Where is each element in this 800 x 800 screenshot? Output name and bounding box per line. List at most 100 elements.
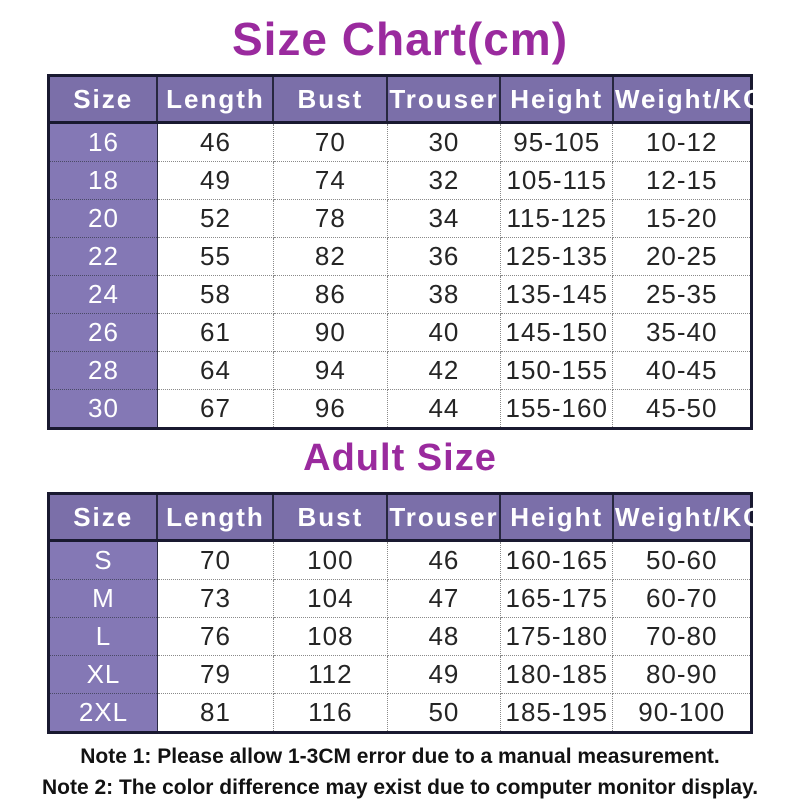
data-cell: 30 xyxy=(386,122,501,162)
data-cell: 95-105 xyxy=(499,122,614,162)
data-cell: 155-160 xyxy=(499,389,614,429)
table-row: 24 58 86 38 135-145 25-35 xyxy=(48,275,752,314)
table-row: L 76 108 48 175-180 70-80 xyxy=(48,617,752,656)
column-header: Weight/KG xyxy=(611,74,763,124)
data-cell: 45-50 xyxy=(612,389,752,429)
data-cell: 70 xyxy=(156,540,274,580)
data-cell: 47 xyxy=(386,579,501,618)
data-cell: 67 xyxy=(156,389,274,429)
data-cell: 90-100 xyxy=(612,693,752,733)
kids-size-table: Size Length Bust Trouser Height Weight/KG 16 4… xyxy=(47,74,763,430)
column-header: Trouser xyxy=(386,74,502,124)
data-cell: 60-70 xyxy=(612,579,752,618)
column-header: Length xyxy=(156,74,275,124)
data-cell: 100 xyxy=(272,540,388,580)
table-row: S 70 100 46 160-165 50-60 xyxy=(48,540,752,580)
data-cell: 25-35 xyxy=(612,275,752,314)
column-header: Height xyxy=(499,74,614,124)
note-1: Note 1: Please allow 1-3CM error due to … xyxy=(80,745,720,768)
table-row: 30 67 96 44 155-160 45-50 xyxy=(48,389,752,429)
data-cell: 116 xyxy=(272,693,388,733)
data-cell: 185-195 xyxy=(499,693,614,733)
data-cell: 32 xyxy=(386,161,501,200)
data-cell: 73 xyxy=(156,579,274,618)
data-cell: 104 xyxy=(272,579,388,618)
data-cell: 46 xyxy=(156,122,274,162)
table-row: 28 64 94 42 150-155 40-45 xyxy=(48,351,752,390)
size-cell: 24 xyxy=(48,275,158,314)
data-cell: 36 xyxy=(386,237,501,276)
data-cell: 160-165 xyxy=(499,540,614,580)
column-header: Size xyxy=(47,492,159,542)
header-row: Size Length Bust Trouser Height Weight/KG xyxy=(47,492,763,542)
data-cell: 12-15 xyxy=(612,161,752,200)
data-cell: 50-60 xyxy=(612,540,752,580)
data-cell: 61 xyxy=(156,313,274,352)
data-cell: 105-115 xyxy=(499,161,614,200)
adult-table-header: Size Length Bust Trouser Height Weight/KG xyxy=(47,492,763,542)
data-cell: 94 xyxy=(272,351,388,390)
data-cell: 49 xyxy=(156,161,274,200)
kids-table-body: 16 46 70 30 95-105 10-12 18 49 74 32 105-115 12-15 2… xyxy=(48,122,752,429)
data-cell: 15-20 xyxy=(612,199,752,238)
data-cell: 115-125 xyxy=(499,199,614,238)
table-row: 18 49 74 32 105-115 12-15 xyxy=(48,161,752,200)
header-row: Size Length Bust Trouser Height Weight/KG xyxy=(47,74,763,124)
size-cell: 18 xyxy=(48,161,158,200)
size-cell: 26 xyxy=(48,313,158,352)
size-cell: L xyxy=(48,617,158,656)
column-header: Length xyxy=(156,492,275,542)
size-cell: 30 xyxy=(48,389,158,429)
data-cell: 20-25 xyxy=(612,237,752,276)
data-cell: 76 xyxy=(156,617,274,656)
table-row: 22 55 82 36 125-135 20-25 xyxy=(48,237,752,276)
size-cell: S xyxy=(48,540,158,580)
data-cell: 81 xyxy=(156,693,274,733)
data-cell: 82 xyxy=(272,237,388,276)
size-cell: M xyxy=(48,579,158,618)
table-row: 26 61 90 40 145-150 35-40 xyxy=(48,313,752,352)
size-cell: 22 xyxy=(48,237,158,276)
data-cell: 38 xyxy=(386,275,501,314)
table-row: 16 46 70 30 95-105 10-12 xyxy=(48,122,752,162)
column-header: Weight/KG xyxy=(611,492,763,542)
size-cell: 28 xyxy=(48,351,158,390)
column-header: Bust xyxy=(272,492,389,542)
data-cell: 34 xyxy=(386,199,501,238)
data-cell: 135-145 xyxy=(499,275,614,314)
data-cell: 58 xyxy=(156,275,274,314)
data-cell: 90 xyxy=(272,313,388,352)
data-cell: 165-175 xyxy=(499,579,614,618)
table-row: XL 79 112 49 180-185 80-90 xyxy=(48,655,752,694)
column-header: Bust xyxy=(272,74,389,124)
data-cell: 49 xyxy=(386,655,501,694)
data-cell: 10-12 xyxy=(612,122,752,162)
adult-table-body: S 70 100 46 160-165 50-60 M 73 104 47 165-175 60-70… xyxy=(48,540,752,733)
data-cell: 70 xyxy=(272,122,388,162)
data-cell: 44 xyxy=(386,389,501,429)
size-cell: 2XL xyxy=(48,693,158,733)
data-cell: 50 xyxy=(386,693,501,733)
data-cell: 70-80 xyxy=(612,617,752,656)
data-cell: 79 xyxy=(156,655,274,694)
size-cell: 16 xyxy=(48,122,158,162)
data-cell: 42 xyxy=(386,351,501,390)
data-cell: 55 xyxy=(156,237,274,276)
data-cell: 145-150 xyxy=(499,313,614,352)
data-cell: 180-185 xyxy=(499,655,614,694)
column-header: Height xyxy=(499,492,614,542)
data-cell: 74 xyxy=(272,161,388,200)
data-cell: 48 xyxy=(386,617,501,656)
data-cell: 86 xyxy=(272,275,388,314)
note-2: Note 2: The color difference may exist d… xyxy=(41,776,759,799)
data-cell: 96 xyxy=(272,389,388,429)
data-cell: 150-155 xyxy=(499,351,614,390)
table-row: M 73 104 47 165-175 60-70 xyxy=(48,579,752,618)
data-cell: 78 xyxy=(272,199,388,238)
data-cell: 108 xyxy=(272,617,388,656)
table-row: 20 52 78 34 115-125 15-20 xyxy=(48,199,752,238)
size-cell: XL xyxy=(48,655,158,694)
data-cell: 40 xyxy=(386,313,501,352)
data-cell: 64 xyxy=(156,351,274,390)
